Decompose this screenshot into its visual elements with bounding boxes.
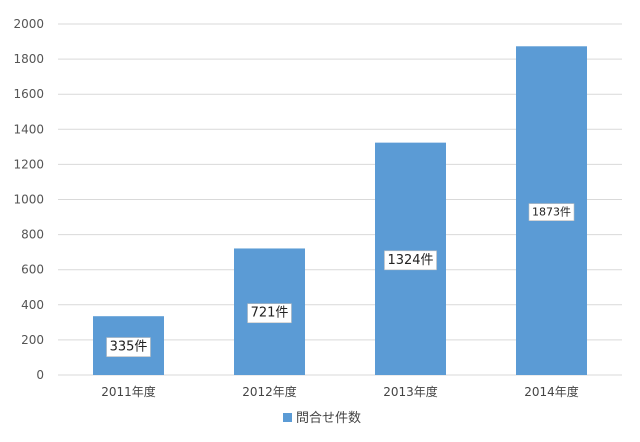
y-axis-tick-labels: 0 200 400 600 800 1000 1200 1400 1600 1800 2000 xyxy=(13,17,44,382)
y-tick-label: 0 xyxy=(36,368,44,382)
y-tick-label: 400 xyxy=(21,298,44,312)
data-label-box xyxy=(384,250,437,271)
data-label-text: 1324件 xyxy=(387,253,433,268)
x-axis-category-labels: 2011年度 2012年度 2013年度 2014年度 xyxy=(101,384,579,399)
data-label-box xyxy=(247,303,292,324)
data-labels: 335件 721件 1324件 1873件 xyxy=(106,203,575,357)
data-label-text: 1873件 xyxy=(532,206,571,219)
data-label-text: 335件 xyxy=(110,340,148,355)
bars xyxy=(93,46,587,375)
data-label: 721件 xyxy=(247,303,292,324)
data-label: 1873件 xyxy=(528,203,575,221)
x-category-label: 2013年度 xyxy=(383,384,438,399)
x-category-label: 2014年度 xyxy=(524,384,579,399)
y-tick-label: 1800 xyxy=(13,52,44,66)
y-tick-label: 800 xyxy=(21,228,44,242)
y-tick-label: 1000 xyxy=(13,193,44,207)
y-tick-label: 2000 xyxy=(13,17,44,31)
y-tick-label: 600 xyxy=(21,263,44,277)
y-tick-label: 1600 xyxy=(13,87,44,101)
legend: 問合せ件数 xyxy=(283,411,361,426)
x-category-label: 2012年度 xyxy=(242,384,297,399)
data-label: 1324件 xyxy=(384,250,437,271)
legend-swatch xyxy=(283,413,292,422)
y-tick-label: 200 xyxy=(21,333,44,347)
data-label: 335件 xyxy=(106,337,151,357)
y-tick-label: 1400 xyxy=(13,122,44,136)
data-label-box xyxy=(106,337,151,357)
legend-label: 問合せ件数 xyxy=(296,411,361,426)
y-tick-label: 1200 xyxy=(13,157,44,171)
x-category-label: 2011年度 xyxy=(101,384,156,399)
data-label-text: 721件 xyxy=(251,306,289,321)
data-label-box xyxy=(528,203,575,221)
